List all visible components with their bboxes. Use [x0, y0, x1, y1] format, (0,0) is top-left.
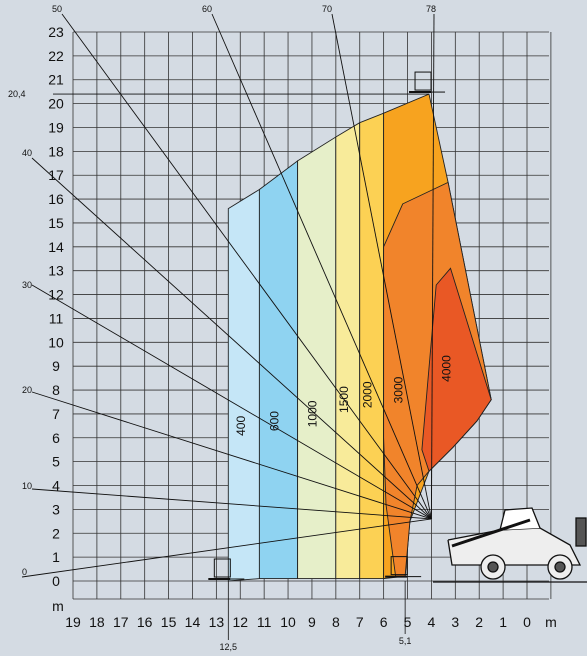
- rear-hub: [554, 561, 566, 573]
- max-height-label: 20,4: [8, 89, 26, 99]
- angle-label-50: 50: [52, 4, 62, 14]
- zone-4000-band: [421, 267, 492, 473]
- x-tick-label: 18: [89, 614, 105, 630]
- load-zones: [227, 93, 492, 582]
- x-tick-label: 3: [451, 614, 459, 630]
- x-tick-label: 14: [185, 614, 201, 630]
- y-tick-label: 17: [48, 167, 64, 183]
- angle-label-70: 70: [322, 4, 332, 14]
- angle-label-40: 40: [22, 148, 32, 158]
- y-tick-label: 14: [48, 239, 64, 255]
- zone-2000: [359, 112, 385, 580]
- y-tick-label: 9: [52, 358, 60, 374]
- angle-line-0: [21, 518, 432, 578]
- angle-label-30: 30: [22, 280, 32, 290]
- x-tick-label: 1: [499, 614, 507, 630]
- zone-labels: 400 600 1000 1500 2000 3000 4000: [234, 355, 453, 436]
- x-axis-unit: m: [545, 614, 557, 630]
- x-tick-label: 0: [523, 614, 531, 630]
- y-tick-label: 8: [52, 382, 60, 398]
- y-tick-label: 11: [49, 310, 64, 326]
- y-tick-label: 2: [52, 525, 60, 541]
- x-tick-label: 11: [257, 614, 272, 630]
- x-tick-label: 9: [308, 614, 316, 630]
- boom: [451, 518, 531, 548]
- x-tick-label: 2: [475, 614, 483, 630]
- angle-line-30: [31, 284, 432, 520]
- angle-label-20: 20: [22, 385, 32, 395]
- y-tick-label: 4: [52, 478, 60, 494]
- y-tick-label: 15: [48, 215, 64, 231]
- cab: [499, 507, 541, 531]
- angle-line-10: [31, 488, 432, 520]
- angle-line-20: [31, 391, 432, 520]
- x-tick-label: 16: [137, 614, 153, 630]
- min-reach-label: 5,1: [399, 636, 412, 646]
- y-tick-label: 23: [48, 24, 64, 40]
- y-tick-label: 0: [52, 573, 60, 589]
- front-hub: [487, 561, 499, 573]
- y-tick-label: 12: [48, 287, 64, 303]
- x-tick-label: 10: [280, 614, 296, 630]
- zone-1000: [297, 136, 337, 580]
- zone-600: [258, 160, 299, 580]
- x-tick-label: 15: [161, 614, 177, 630]
- y-tick-label: 18: [48, 143, 64, 159]
- x-tick-label: 12: [232, 614, 248, 630]
- zone-label-4000: 4000: [440, 355, 454, 382]
- max-reach-label: 12,5: [220, 642, 238, 652]
- y-tick-label: 1: [52, 549, 60, 565]
- angle-line-60: [211, 13, 432, 520]
- reference-labels: 20,4 12,5 5,1: [8, 89, 430, 652]
- telehandler-illustration: [208, 71, 587, 583]
- y-tick-label: 21: [48, 72, 64, 88]
- angle-line-78: [430, 13, 435, 519]
- fork-max-height: [409, 71, 446, 94]
- x-tick-label: 5: [404, 614, 412, 630]
- x-tick-label: 17: [113, 614, 129, 630]
- angle-line-70: [331, 13, 432, 520]
- angle-label-78: 78: [426, 4, 436, 14]
- x-tick-label: 19: [65, 614, 81, 630]
- angle-label-10: 10: [22, 481, 32, 491]
- zone-label-600: 600: [267, 411, 281, 431]
- zone-label-2000: 2000: [361, 381, 375, 408]
- fork-min-reach: [385, 556, 422, 578]
- angle-line-50: [61, 13, 432, 520]
- x-tick-label: 6: [380, 614, 388, 630]
- angle-label-60: 60: [202, 4, 212, 14]
- zone-1500: [335, 121, 361, 580]
- angle-line-40: [31, 157, 432, 520]
- x-tick-label: 8: [332, 614, 340, 630]
- y-tick-label: 16: [48, 191, 64, 207]
- counterweight: [575, 517, 587, 547]
- y-tick-label: 22: [48, 48, 64, 64]
- y-tick-label: 5: [52, 454, 60, 470]
- zone-label-400: 400: [234, 416, 248, 436]
- angle-label-0: 0: [22, 567, 27, 577]
- x-tick-label: 7: [356, 614, 364, 630]
- y-tick-label: 13: [48, 263, 64, 279]
- y-tick-label: 10: [48, 334, 64, 350]
- zone-label-1000: 1000: [306, 400, 320, 427]
- x-tick-label: 13: [209, 614, 225, 630]
- y-tick-label: 19: [48, 119, 64, 135]
- y-tick-label: 20: [48, 96, 64, 112]
- y-tick-label: 7: [52, 406, 60, 422]
- y-tick-label: 3: [52, 501, 60, 517]
- y-axis-unit: m: [52, 598, 64, 614]
- machine-body: [433, 507, 587, 583]
- y-tick-label: 6: [52, 430, 60, 446]
- axis-ticks: 0123456789101112131415161718192021222319…: [48, 24, 557, 630]
- x-tick-label: 4: [428, 614, 436, 630]
- zone-label-1500: 1500: [337, 386, 351, 413]
- fork-max-reach: [208, 558, 245, 580]
- zone-label-3000: 3000: [392, 376, 406, 403]
